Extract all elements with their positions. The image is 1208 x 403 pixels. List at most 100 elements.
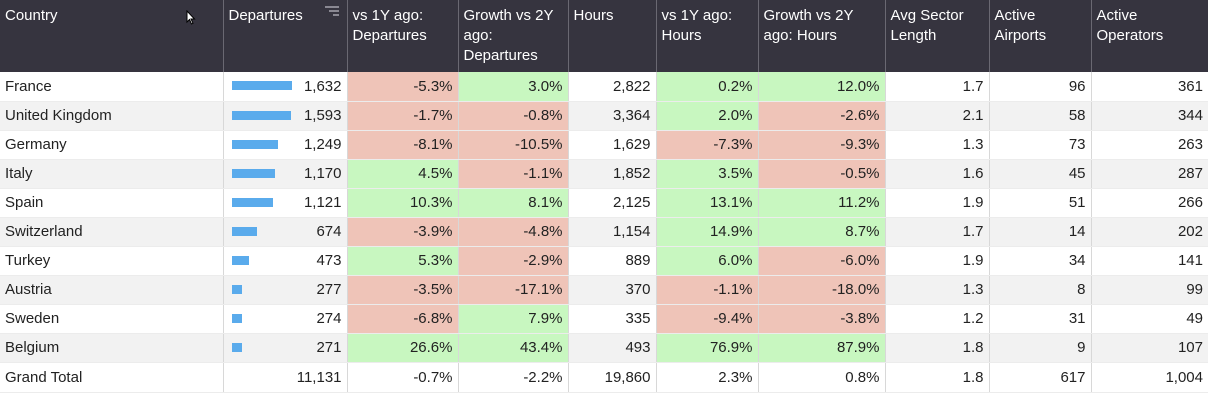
header-operators[interactable]: Active Operators xyxy=(1091,0,1208,72)
dep-2y-cell: -1.1% xyxy=(458,159,569,189)
airports-cell: 9 xyxy=(989,333,1092,363)
country-cell: Turkey xyxy=(0,246,224,276)
header-country-label: Country xyxy=(5,7,58,24)
departures-cell: 277 xyxy=(223,275,348,305)
hrs-2y-cell: -2.6% xyxy=(758,101,886,131)
departures-bar xyxy=(231,81,292,90)
departures-value: 1,593 xyxy=(303,107,342,124)
table-row: United Kingdom 1,593 -1.7% -0.8% 3,364 2.0% -2… xyxy=(0,101,1208,131)
operators-cell: 361 xyxy=(1091,72,1208,102)
total-operators: 1,004 xyxy=(1091,361,1208,393)
header-row: Country Departures vs 1Y ago: Departures… xyxy=(0,0,1208,72)
departures-cell: 1,170 xyxy=(223,159,348,189)
table-row: Austria 277 -3.5% -17.1% 370 -1.1% -18.0% 1.3 8 9… xyxy=(0,275,1208,305)
dep-1y-cell: 5.3% xyxy=(347,246,459,276)
header-airports[interactable]: Active Airports xyxy=(989,0,1092,72)
country-cell: United Kingdom xyxy=(0,101,224,131)
total-departures: 11,131 xyxy=(223,361,348,393)
departures-value: 277 xyxy=(316,281,342,298)
operators-cell: 344 xyxy=(1091,101,1208,131)
header-hours[interactable]: Hours xyxy=(568,0,657,72)
departures-bar xyxy=(231,342,242,352)
header-hrs-1y[interactable]: vs 1Y ago: Hours xyxy=(656,0,759,72)
country-cell: Sweden xyxy=(0,304,224,334)
avg-sector-cell: 1.6 xyxy=(885,159,990,189)
dep-2y-cell: 8.1% xyxy=(458,188,569,218)
table-row: Spain 1,121 10.3% 8.1% 2,125 13.1% 11.2% 1.9 51 2… xyxy=(0,188,1208,218)
dep-2y-cell: 3.0% xyxy=(458,72,569,102)
header-dep-1y[interactable]: vs 1Y ago: Departures xyxy=(347,0,459,72)
dep-2y-cell: -10.5% xyxy=(458,130,569,160)
header-hrs-2y-label: Growth vs 2Y ago: Hours xyxy=(763,7,854,44)
country-cell: Belgium xyxy=(0,333,224,363)
hours-cell: 1,154 xyxy=(568,217,657,247)
hrs-1y-cell: -7.3% xyxy=(656,130,759,160)
hrs-1y-cell: 2.0% xyxy=(656,101,759,131)
hours-cell: 889 xyxy=(568,246,657,276)
hrs-2y-cell: 87.9% xyxy=(758,333,886,363)
operators-cell: 202 xyxy=(1091,217,1208,247)
avg-sector-cell: 1.9 xyxy=(885,246,990,276)
departures-bar xyxy=(231,226,257,236)
hrs-2y-cell: -6.0% xyxy=(758,246,886,276)
country-cell: Spain xyxy=(0,188,224,218)
hrs-2y-cell: -18.0% xyxy=(758,275,886,305)
dep-2y-cell: -4.8% xyxy=(458,217,569,247)
total-dep-1y: -0.7% xyxy=(347,361,459,393)
dep-1y-cell: -5.3% xyxy=(347,72,459,102)
dep-2y-cell: 7.9% xyxy=(458,304,569,334)
hrs-1y-cell: 3.5% xyxy=(656,159,759,189)
header-operators-label: Active Operators xyxy=(1096,7,1164,44)
avg-sector-cell: 1.3 xyxy=(885,275,990,305)
hours-cell: 1,852 xyxy=(568,159,657,189)
table-row: Italy 1,170 4.5% -1.1% 1,852 3.5% -0.5% 1.6 45 28… xyxy=(0,159,1208,189)
hours-cell: 1,629 xyxy=(568,130,657,160)
header-avg-sector[interactable]: Avg Sector Length xyxy=(885,0,990,72)
total-hrs-2y: 0.8% xyxy=(758,361,886,393)
operators-cell: 107 xyxy=(1091,333,1208,363)
country-cell: Italy xyxy=(0,159,224,189)
hours-cell: 370 xyxy=(568,275,657,305)
dep-1y-cell: -3.9% xyxy=(347,217,459,247)
airports-cell: 96 xyxy=(989,72,1092,102)
dep-1y-cell: -1.7% xyxy=(347,101,459,131)
total-avg-sector: 1.8 xyxy=(885,361,990,393)
departures-value: 271 xyxy=(316,339,342,356)
header-departures[interactable]: Departures xyxy=(223,0,348,72)
operators-cell: 141 xyxy=(1091,246,1208,276)
departures-bar xyxy=(231,168,275,178)
airports-cell: 8 xyxy=(989,275,1092,305)
operators-cell: 263 xyxy=(1091,130,1208,160)
departures-value: 1,632 xyxy=(303,77,342,95)
header-dep-2y[interactable]: Growth vs 2Y ago: Departures xyxy=(458,0,569,72)
avg-sector-cell: 1.8 xyxy=(885,333,990,363)
airports-cell: 14 xyxy=(989,217,1092,247)
hrs-1y-cell: -1.1% xyxy=(656,275,759,305)
departures-cell: 274 xyxy=(223,304,348,334)
departures-bar xyxy=(231,255,249,265)
country-cell: France xyxy=(0,72,224,102)
header-airports-label: Active Airports xyxy=(994,7,1047,44)
hrs-1y-cell: 0.2% xyxy=(656,72,759,102)
dep-1y-cell: -8.1% xyxy=(347,130,459,160)
airports-cell: 34 xyxy=(989,246,1092,276)
hrs-2y-cell: 11.2% xyxy=(758,188,886,218)
table-row: Germany 1,249 -8.1% -10.5% 1,629 -7.3% -9.3% 1.… xyxy=(0,130,1208,160)
operators-cell: 266 xyxy=(1091,188,1208,218)
header-country[interactable]: Country xyxy=(0,0,224,72)
departures-bar xyxy=(231,110,291,120)
operators-cell: 99 xyxy=(1091,275,1208,305)
hours-cell: 2,822 xyxy=(568,72,657,102)
airports-cell: 58 xyxy=(989,101,1092,131)
table-row: Switzerland 674 -3.9% -4.8% 1,154 14.9% 8.7% 1.… xyxy=(0,217,1208,247)
header-hrs-2y[interactable]: Growth vs 2Y ago: Hours xyxy=(758,0,886,72)
table-row: Sweden 274 -6.8% 7.9% 335 -9.4% -3.8% 1.2 31 49 xyxy=(0,304,1208,334)
avg-sector-cell: 1.9 xyxy=(885,188,990,218)
header-dep-1y-label: vs 1Y ago: Departures xyxy=(352,7,427,44)
departures-value: 1,170 xyxy=(303,165,342,182)
total-hours: 19,860 xyxy=(568,361,657,393)
avg-sector-cell: 1.2 xyxy=(885,304,990,334)
hours-cell: 493 xyxy=(568,333,657,363)
sort-lines-icon[interactable] xyxy=(324,6,339,18)
departures-cell: 271 xyxy=(223,333,348,363)
